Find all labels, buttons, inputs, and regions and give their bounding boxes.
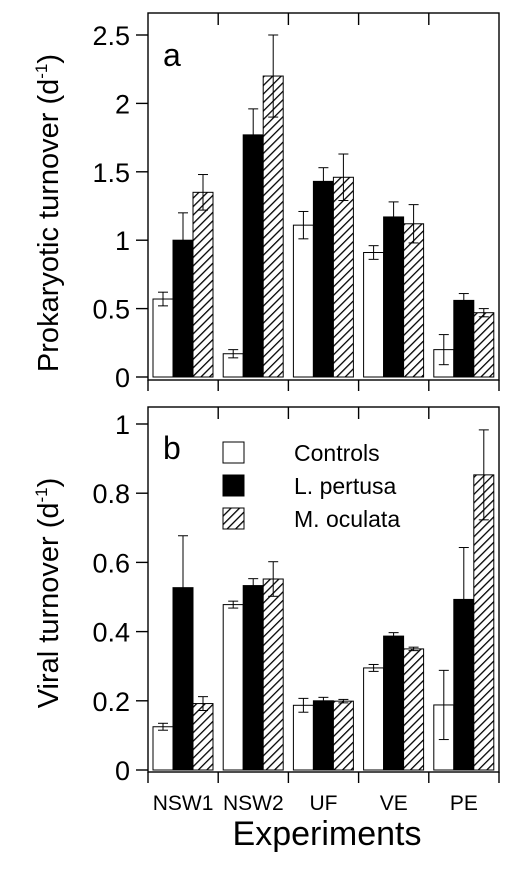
- y-tick-label: 0.4: [92, 618, 130, 648]
- bar-m-oculata-uf: [332, 700, 354, 771]
- bar-m-oculata-nsw1: [192, 191, 214, 378]
- y-tick-label: 2: [115, 89, 130, 119]
- bar-l-pertusa-ve: [383, 635, 405, 771]
- panel-b-ylabel: Viral turnover (d-1): [32, 478, 65, 709]
- bar-l-pertusa-uf: [312, 700, 334, 771]
- legend-label-m-oculata: M. oculata: [294, 506, 400, 532]
- y-tick-label: 0.2: [92, 687, 130, 717]
- y-tick-label: 0: [115, 363, 130, 393]
- legend: Controls L. pertusa M. oculata: [222, 440, 400, 532]
- bar-controls-uf: [292, 224, 314, 378]
- x-axis-label: Experiments: [233, 815, 422, 853]
- bar-l-pertusa-nsw2: [242, 585, 264, 771]
- bar-controls-ve: [363, 252, 385, 378]
- x-tick-label: UF: [310, 792, 338, 815]
- legend-label-controls: Controls: [294, 440, 380, 466]
- y-tick-label: 0.5: [92, 295, 130, 325]
- y-tick-label: 0.6: [92, 548, 130, 578]
- bar-l-pertusa-uf: [312, 180, 334, 378]
- x-tick-label: VE: [380, 792, 408, 815]
- bar-controls-nsw2: [222, 604, 244, 771]
- y-tick-label: 1: [115, 226, 130, 256]
- y-tick-label: 1.5: [92, 158, 130, 188]
- x-tick-label: PE: [450, 792, 478, 815]
- bar-m-oculata-ve: [403, 223, 425, 378]
- legend-swatch-controls: [222, 441, 245, 464]
- y-tick-label: 1: [115, 410, 130, 440]
- y-tick-label: 0: [115, 756, 130, 786]
- y-tick-label: 0.8: [92, 479, 130, 509]
- bar-m-oculata-ve: [403, 648, 425, 771]
- bar-controls-uf: [292, 704, 314, 771]
- y-tick-label: 2.5: [92, 21, 130, 51]
- bar-m-oculata-nsw1: [192, 703, 214, 771]
- legend-swatch-m-oculata: [222, 507, 245, 530]
- bar-m-oculata-nsw2: [262, 578, 284, 771]
- bar-m-oculata-uf: [332, 176, 354, 378]
- legend-label-l-pertusa: L. pertusa: [294, 473, 396, 499]
- legend-swatch-l-pertusa: [222, 474, 245, 497]
- x-tick-label: NSW2: [223, 792, 284, 815]
- bar-controls-ve: [363, 667, 385, 771]
- bar-l-pertusa-pe: [453, 299, 475, 378]
- bar-l-pertusa-nsw2: [242, 134, 264, 378]
- bar-controls-nsw1: [152, 726, 174, 771]
- bar-m-oculata-pe: [473, 312, 495, 378]
- panel-frame: [147, 406, 500, 773]
- panel-a-ylabel: Prokaryotic turnover (d-1): [32, 54, 65, 372]
- bar-m-oculata-nsw2: [262, 75, 284, 378]
- bar-controls-nsw1: [152, 298, 174, 378]
- x-tick-label: NSW1: [153, 792, 214, 815]
- panel-b-label: b: [163, 430, 181, 466]
- bar-l-pertusa-ve: [383, 216, 405, 378]
- panel-frame: [147, 12, 500, 381]
- panel-a-label: a: [163, 37, 181, 73]
